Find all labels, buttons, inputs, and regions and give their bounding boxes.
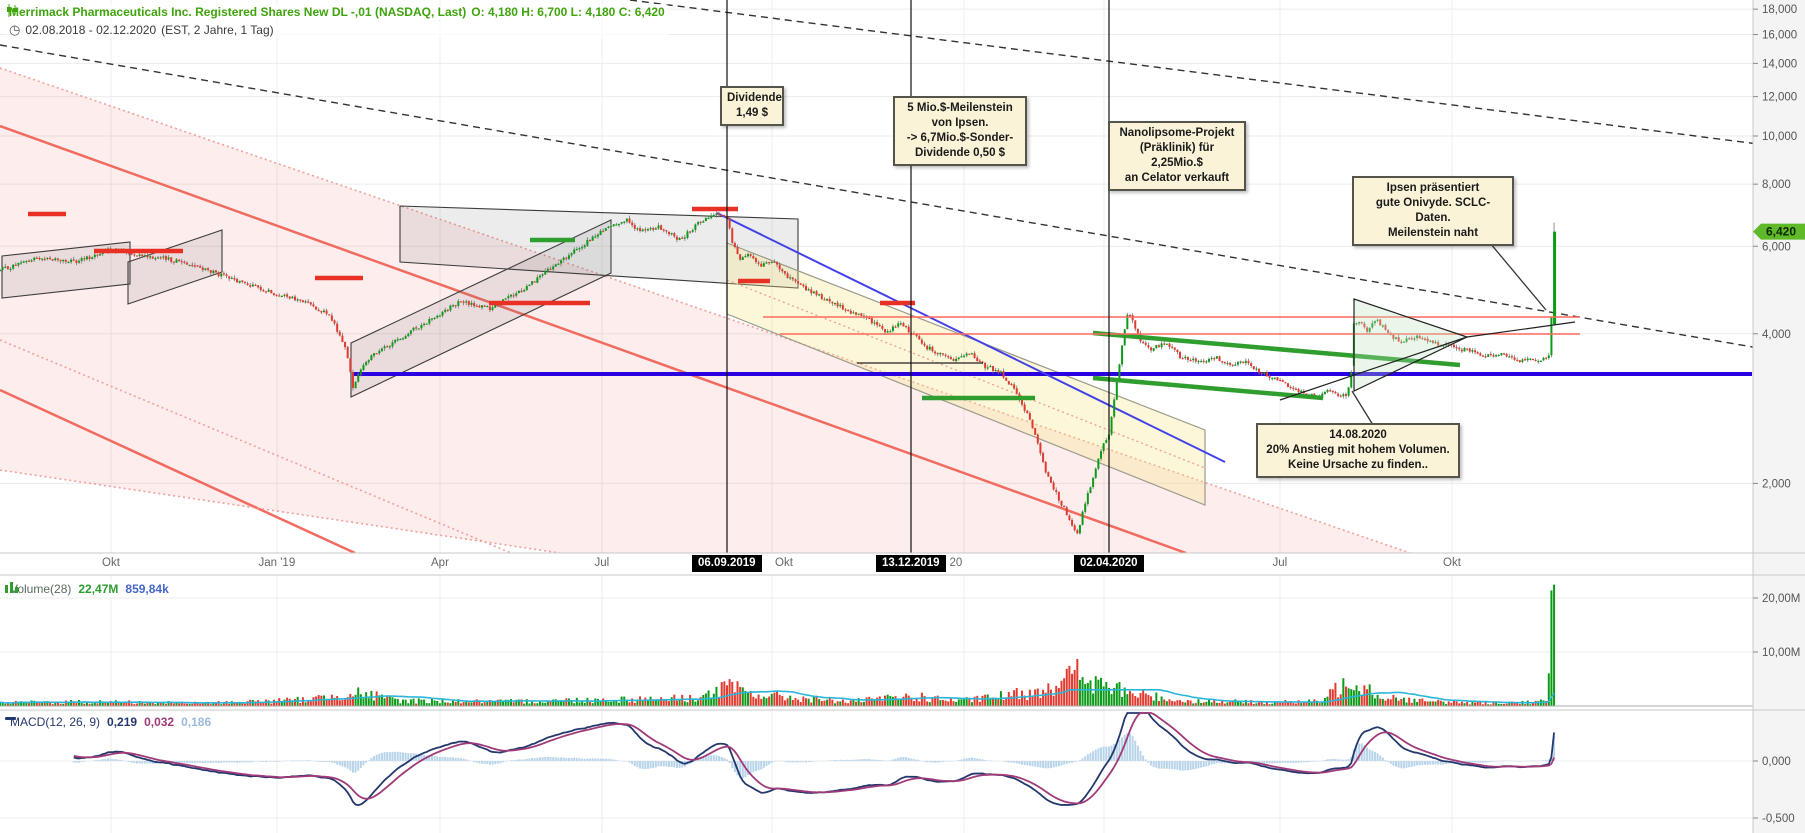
macd-value: 0,219	[107, 715, 138, 729]
chart-header: Merrimack Pharmaceuticals Inc. Registere…	[6, 4, 668, 38]
annotation-ipsen-onivyde[interactable]: Ipsen präsentiert gute Onivyde. SCLC-Dat…	[1352, 176, 1514, 246]
annotation-meilenstein[interactable]: 5 Mio.$-Meilenstein von Ipsen. -> 6,7Mio…	[893, 96, 1027, 166]
event-date-label[interactable]: 06.09.2019	[692, 555, 762, 572]
volume-label: Volume(28)	[10, 582, 72, 596]
svg-text:4,000: 4,000	[1762, 329, 1791, 341]
regression-channel-line	[0, 388, 356, 553]
green-trendline	[1092, 375, 1324, 401]
macd-signal-value: 0,032	[144, 715, 175, 729]
svg-text:10,00M: 10,00M	[1762, 647, 1800, 659]
dashed-trendline	[0, 44, 1753, 348]
timeframe: (EST, 2 Jahre, 1 Tag)	[161, 23, 274, 37]
svg-text:10,000: 10,000	[1762, 131, 1797, 143]
date-range: 02.08.2018 - 02.12.2020	[25, 23, 157, 37]
volume-legend[interactable]: Volume(28) 22,47M 859,84k	[5, 581, 174, 597]
price-axis-gutter[interactable]	[1753, 0, 1805, 833]
macd-pane[interactable]	[72, 712, 1556, 807]
x-axis-label: Okt	[1443, 557, 1461, 569]
regression-channel-line	[0, 67, 1411, 553]
regression-channel-line	[0, 339, 512, 553]
volume-average: 859,84k	[125, 582, 169, 596]
main-pane[interactable]	[0, 0, 1805, 553]
candles-layer[interactable]	[0, 211, 1557, 535]
svg-text:2,000: 2,000	[1762, 478, 1791, 490]
macd-signal-line	[73, 712, 1555, 805]
svg-text:0,000: 0,000	[1762, 756, 1791, 768]
svg-text:8,000: 8,000	[1762, 179, 1791, 191]
volume-icon	[5, 582, 18, 593]
candlestick-icon	[7, 4, 17, 17]
svg-text:20,00M: 20,00M	[1762, 593, 1800, 605]
svg-text:14,000: 14,000	[1762, 58, 1797, 70]
annotation-callout-line	[1351, 390, 1374, 426]
x-axis-label: Jul	[1272, 557, 1288, 569]
ohlc-values: O: 4,180 H: 6,700 L: 4,180 C: 6,420	[471, 5, 665, 19]
instrument-name: Merrimack Pharmaceuticals Inc. Registere…	[9, 5, 467, 19]
annotation-nanolipsome[interactable]: Nanolipsome-Projekt (Präklinik) für 2,25…	[1108, 121, 1246, 191]
macd-label: MACD(12, 26, 9)	[10, 715, 101, 729]
gray-channel-box	[127, 229, 223, 305]
x-axis-label: Apr	[431, 557, 449, 569]
x-axis-label: Okt	[102, 557, 120, 569]
last-price-badge	[1753, 223, 1805, 240]
triangle-lower-extension	[1279, 336, 1468, 401]
volume-pane[interactable]	[0, 584, 1753, 707]
annotation-anstieg[interactable]: 14.08.2020 20% Anstieg mit hohem Volumen…	[1256, 423, 1460, 478]
clock-icon: ◷	[9, 22, 21, 37]
event-date-label[interactable]: 02.04.2020	[1074, 555, 1144, 572]
range-legend[interactable]: ◷ 02.08.2018 - 02.12.2020 (EST, 2 Jahre,…	[6, 22, 668, 38]
triangle-apex-extension	[1466, 321, 1576, 338]
instrument-legend[interactable]: Merrimack Pharmaceuticals Inc. Registere…	[6, 4, 668, 20]
macd-legend[interactable]: MACD(12, 26, 9) 0,219 0,032 0,186	[5, 714, 217, 730]
last-price-value: 6,420	[1766, 225, 1796, 239]
x-axis-label: 20	[949, 557, 963, 569]
x-axis-label: Jan '19	[258, 557, 296, 569]
gray-channel-box	[1, 241, 131, 299]
gray-channel-box	[399, 205, 799, 289]
dashed-trendline	[629, 0, 1753, 145]
svg-text:16,000: 16,000	[1762, 30, 1797, 42]
volume-current: 22,47M	[78, 582, 119, 596]
blue-downtrend-line	[716, 212, 1226, 463]
svg-text:6,000: 6,000	[1762, 241, 1791, 253]
gray-channel-box	[350, 219, 612, 398]
axis-labels: 18,000 16,000 14,000 12,000 10,000 8,000 6,000…	[1753, 4, 1800, 825]
svg-text:12,000: 12,000	[1762, 92, 1797, 104]
macd-hist-value: 0,186	[181, 715, 212, 729]
pennant-triangle	[1353, 298, 1469, 392]
regression-channel-line	[0, 124, 1187, 553]
x-axis-label: Okt	[775, 557, 793, 569]
svg-text:18,000: 18,000	[1762, 4, 1797, 16]
macd-icon	[5, 717, 16, 720]
annotation-dividende[interactable]: Dividende 1,49 $	[720, 86, 784, 126]
regression-channel-line	[0, 469, 561, 553]
event-date-label[interactable]: 13.12.2019	[876, 555, 946, 572]
x-axis-label: Jul	[594, 557, 610, 569]
volume-ma-line	[0, 688, 1555, 704]
svg-text:-0,500: -0,500	[1762, 813, 1795, 825]
